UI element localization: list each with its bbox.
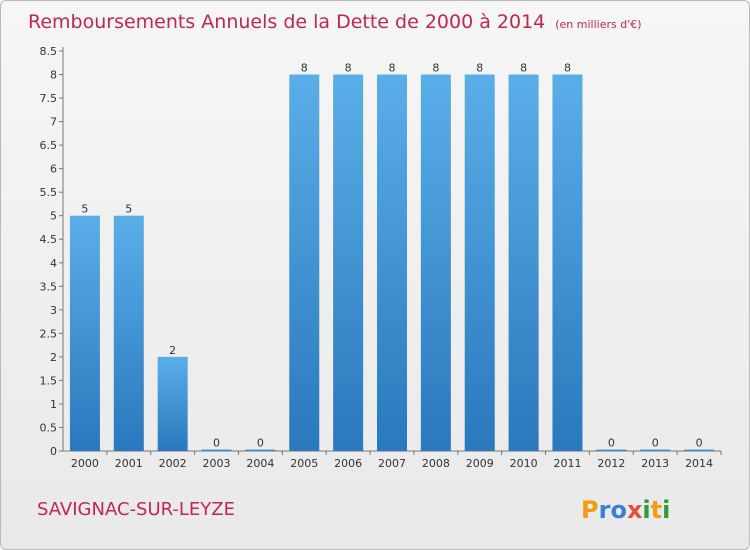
bar-value-label: 8 xyxy=(564,62,571,75)
bar-value-label: 8 xyxy=(432,62,439,75)
bar-value-label: 0 xyxy=(213,437,220,450)
y-tick-label: 2 xyxy=(50,351,57,364)
x-tick-label: 2005 xyxy=(290,457,318,470)
bar-2003 xyxy=(201,449,232,451)
logo-letter: x xyxy=(627,496,643,524)
bar-value-label: 0 xyxy=(608,437,615,450)
y-tick-label: 6.5 xyxy=(40,139,58,152)
bar-value-label: 0 xyxy=(257,437,264,450)
y-tick-label: 8.5 xyxy=(40,45,58,58)
y-axis: 0 0.5 1 1.5 2 2.5 3 3.5 4 4.5 5 5.5 6 6.5 7 7.5 8 8.5 xyxy=(40,45,64,458)
y-tick-label: 7.5 xyxy=(40,92,58,105)
x-axis: 2000 2001 2002 2003 2004 2005 2006 2007 2008 2009… xyxy=(63,450,722,470)
y-tick-label: 1.5 xyxy=(40,374,58,387)
bar-2010 xyxy=(508,74,539,451)
x-tick-label: 2002 xyxy=(159,457,187,470)
bar-2014 xyxy=(684,449,715,451)
y-tick-label: 1 xyxy=(50,398,57,411)
x-tick-label: 2003 xyxy=(203,457,231,470)
x-tick-label: 2007 xyxy=(378,457,406,470)
bar-2012 xyxy=(596,449,627,451)
bar-2006 xyxy=(333,74,364,451)
x-tick-label: 2012 xyxy=(597,457,625,470)
x-tick-label: 2004 xyxy=(246,457,274,470)
bar-labels: 5 5 2 0 0 8 8 8 8 8 8 8 0 0 0 xyxy=(81,62,702,450)
bar-2011 xyxy=(552,74,583,451)
logo-letter: o xyxy=(610,496,627,524)
bar-value-label: 8 xyxy=(476,62,483,75)
bar-2004 xyxy=(245,449,276,451)
y-tick-label: 7 xyxy=(50,116,57,129)
bar-value-label: 0 xyxy=(696,437,703,450)
bar-2013 xyxy=(640,449,671,451)
bar-value-label: 0 xyxy=(652,437,659,450)
y-tick-label: 8 xyxy=(50,69,57,82)
y-tick-label: 4.5 xyxy=(40,233,58,246)
logo-letter: i xyxy=(642,496,650,524)
bar-value-label: 8 xyxy=(345,62,352,75)
y-tick-label: 4 xyxy=(50,257,57,270)
logo-letter: P xyxy=(581,496,599,524)
y-tick-label: 0.5 xyxy=(40,421,58,434)
x-tick-label: 2000 xyxy=(71,457,99,470)
bar-2001 xyxy=(113,215,144,451)
bar-2009 xyxy=(464,74,495,451)
logo-letter: t xyxy=(651,496,662,524)
bar-2008 xyxy=(420,74,451,451)
bar-2005 xyxy=(289,74,320,451)
bars xyxy=(69,74,715,451)
bar-2007 xyxy=(377,74,407,451)
y-tick-label: 6 xyxy=(50,163,57,176)
proxiti-logo: Proxiti xyxy=(581,496,670,524)
y-tick-label: 5.5 xyxy=(40,186,58,199)
x-tick-label: 2008 xyxy=(422,457,450,470)
x-tick-label: 2014 xyxy=(685,457,713,470)
y-tick-label: 5 xyxy=(50,210,57,223)
x-tick-label: 2011 xyxy=(553,457,581,470)
bar-value-label: 8 xyxy=(301,62,308,75)
bar-value-label: 2 xyxy=(169,344,176,357)
bar-value-label: 5 xyxy=(81,203,88,216)
x-tick-label: 2013 xyxy=(641,457,669,470)
commune-name: SAVIGNAC-SUR-LEYZE xyxy=(37,499,235,520)
x-tick-label: 2009 xyxy=(466,457,494,470)
bar-value-label: 8 xyxy=(389,62,396,75)
logo-letter: r xyxy=(599,496,611,524)
bar-value-label: 5 xyxy=(125,203,132,216)
chart-title: Remboursements Annuels de la Dette de 20… xyxy=(28,11,642,33)
bar-value-label: 8 xyxy=(520,62,527,75)
x-tick-label: 2006 xyxy=(334,457,362,470)
bar-2000 xyxy=(69,215,100,451)
y-tick-label: 3 xyxy=(50,304,57,317)
x-tick-label: 2001 xyxy=(115,457,143,470)
bar-2002 xyxy=(157,356,188,451)
logo-letter: i xyxy=(662,496,670,524)
y-tick-label: 0 xyxy=(50,445,57,458)
y-tick-label: 2.5 xyxy=(40,327,58,340)
x-tick-label: 2010 xyxy=(510,457,538,470)
y-tick-label: 3.5 xyxy=(40,280,58,293)
